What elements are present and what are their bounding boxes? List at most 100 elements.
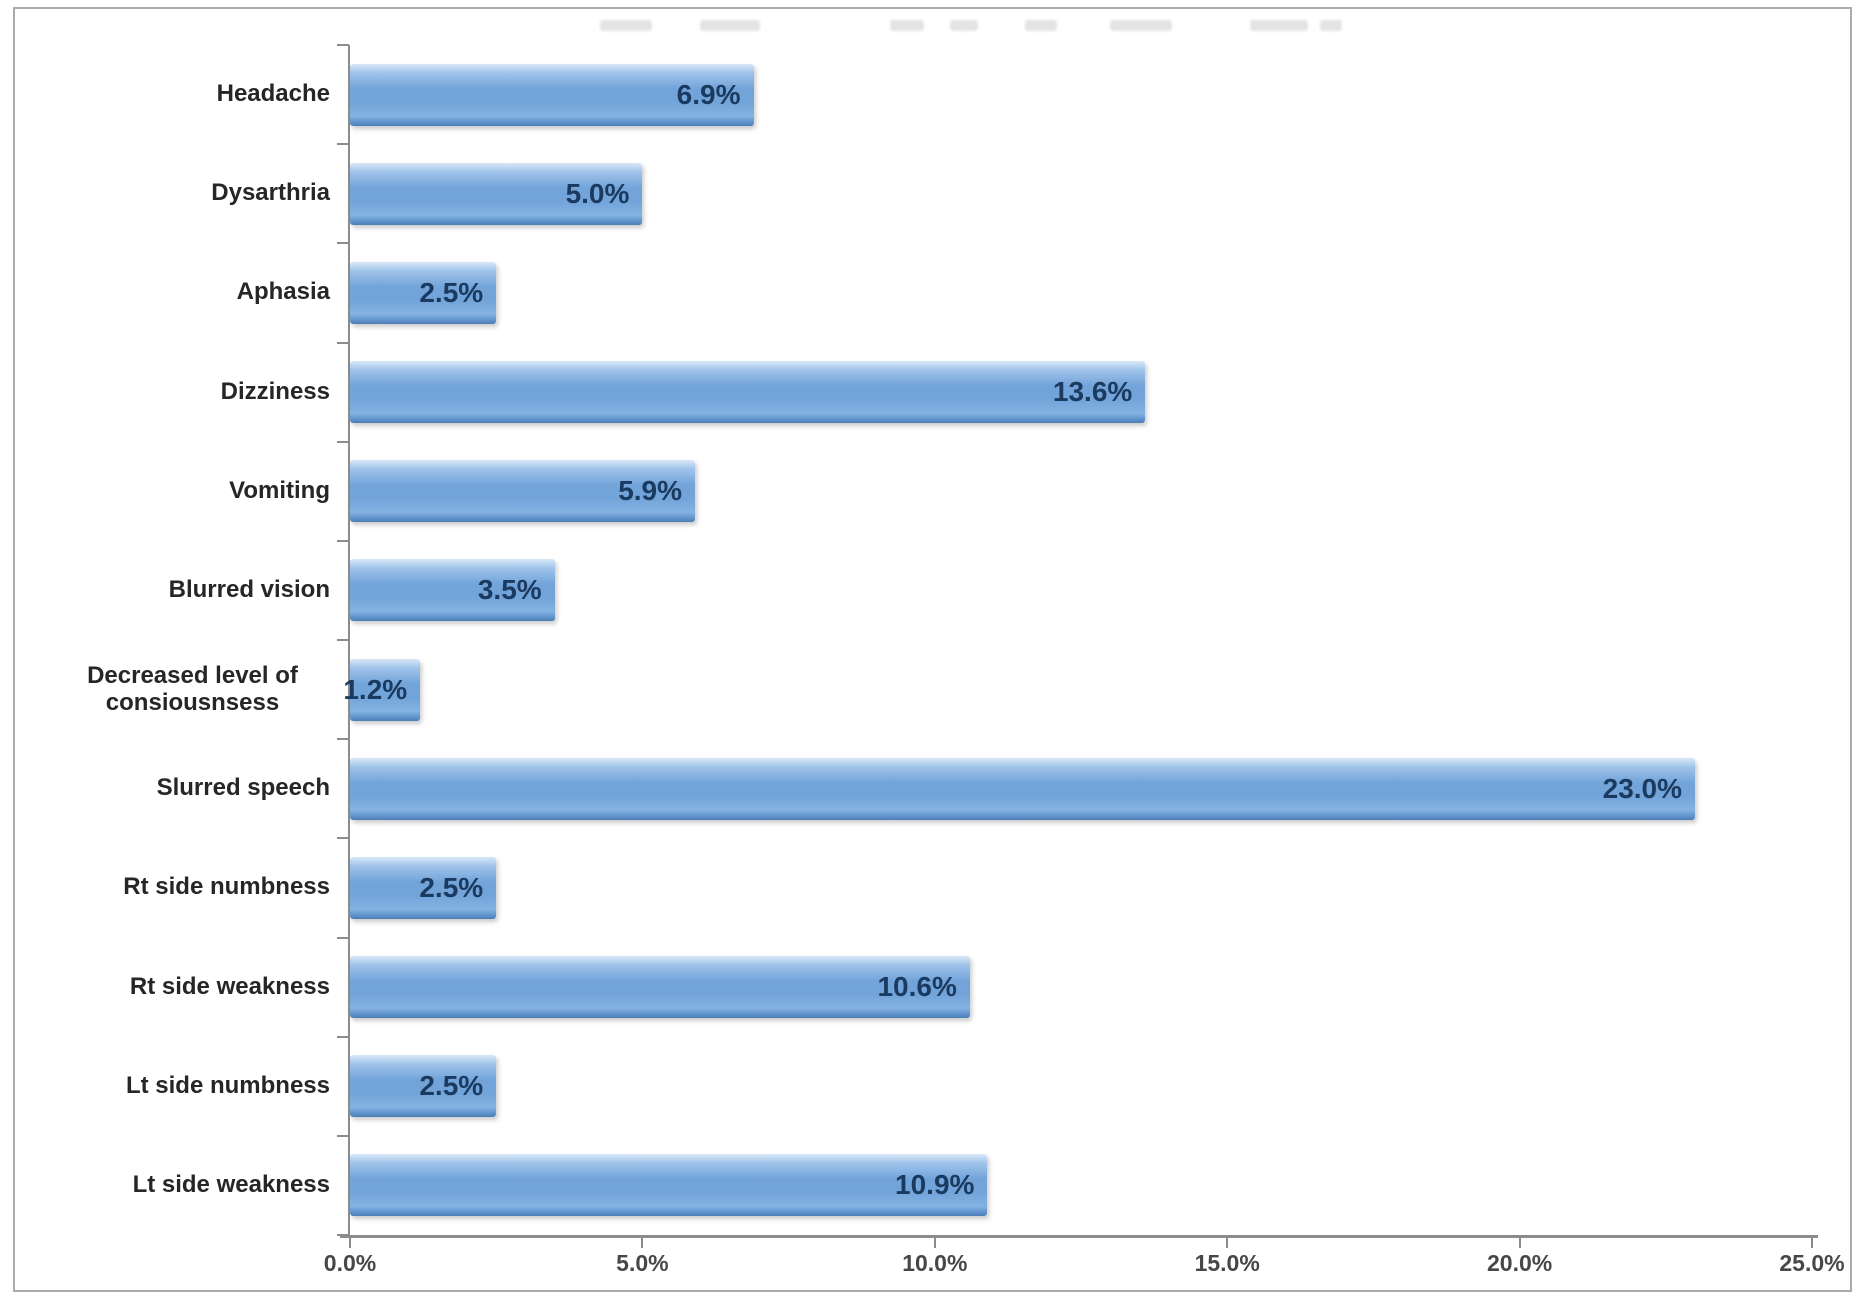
category-label-cell: Aphasia [55, 243, 330, 342]
bar: 2.5% [350, 1055, 497, 1118]
y-tick-mark [337, 1234, 349, 1236]
bar: 23.0% [350, 757, 1696, 820]
category-label: Aphasia [236, 278, 330, 306]
print-artifact [1320, 20, 1342, 31]
value-label: 5.9% [618, 475, 683, 507]
value-label: 10.9% [895, 1169, 975, 1201]
bar: 2.5% [350, 261, 497, 324]
y-tick-mark [337, 341, 349, 344]
value-label: 2.5% [419, 276, 484, 308]
bar-row: 1.2% [343, 640, 1812, 739]
category-label: Rt side numbness [123, 873, 330, 901]
bars-area: 6.9% 5.0% 2.5% 13.6% 5.9% 3.5% 1.2% 23. [343, 45, 1812, 1235]
category-label: Lt side numbness [125, 1071, 330, 1099]
category-label-cell: Vomiting [55, 442, 330, 541]
print-artifact [1110, 20, 1172, 31]
x-tick-mark [1811, 1237, 1813, 1248]
bar-row: 2.5% [350, 838, 1812, 937]
y-tick-mark [337, 1134, 349, 1137]
category-label: Vomiting [229, 476, 330, 504]
category-label: Decreased level of consiousnsess [87, 661, 298, 716]
value-label: 10.6% [877, 970, 957, 1002]
print-artifact [1250, 20, 1308, 31]
value-label: 3.5% [477, 574, 542, 606]
y-tick-mark [337, 242, 349, 245]
bar: 5.0% [350, 162, 643, 225]
category-label-cell: Headache [55, 45, 330, 144]
category-label-cell: Lt side numbness [55, 1037, 330, 1136]
value-label: 13.6% [1052, 376, 1133, 408]
x-tick-label: 20.0% [1486, 1250, 1553, 1276]
value-label: 6.9% [676, 78, 741, 110]
y-tick-mark [337, 44, 349, 46]
bar-row: 5.0% [350, 144, 1812, 243]
bar: 10.6% [350, 955, 970, 1018]
x-tick-label: 15.0% [1194, 1250, 1260, 1276]
y-axis-line [348, 45, 350, 1237]
category-label-cell: Dizziness [55, 342, 330, 441]
print-artifact [890, 20, 924, 31]
category-label: Dysarthria [211, 179, 330, 207]
category-label: Rt side weakness [129, 972, 330, 1000]
print-artifact [950, 20, 978, 31]
x-tick-label: 25.0% [1779, 1250, 1845, 1276]
y-tick-mark [337, 936, 349, 939]
value-label: 1.2% [343, 673, 408, 705]
category-label-cell: Rt side numbness [55, 838, 330, 937]
x-tick-mark [349, 1237, 351, 1248]
print-artifact [1025, 20, 1057, 31]
y-tick-mark [337, 639, 349, 641]
bar-row: 23.0% [350, 739, 1812, 838]
x-tick-mark [641, 1237, 644, 1248]
value-label: 2.5% [419, 871, 484, 903]
bar: 1.2% [343, 658, 421, 721]
top-print-artifacts [0, 18, 1866, 36]
x-tick-mark [1226, 1237, 1229, 1248]
bar: 3.5% [350, 559, 555, 622]
bar-row: 13.6% [350, 342, 1812, 441]
bar-row: 10.9% [350, 1136, 1812, 1235]
bar-row: 3.5% [350, 541, 1812, 640]
x-tick-label: 10.0% [902, 1250, 968, 1276]
bar: 5.9% [350, 460, 696, 523]
y-tick-mark [337, 738, 349, 741]
x-tick-mark [933, 1237, 936, 1248]
print-artifact [600, 20, 652, 31]
category-label-cell: Rt side weakness [55, 937, 330, 1036]
x-axis-tick-labels: 0.0% 5.0% 10.0% 15.0% 20.0% 25.0% [324, 1250, 1845, 1284]
category-label: Slurred speech [156, 774, 330, 802]
x-tick-mark [1518, 1237, 1521, 1248]
bar-row: 6.9% [350, 45, 1812, 144]
y-tick-mark [337, 1035, 349, 1038]
bar: 13.6% [350, 361, 1146, 424]
x-tick-label: 0.0% [323, 1250, 377, 1276]
category-label: Lt side weakness [132, 1170, 330, 1198]
bar-row: 10.6% [350, 937, 1812, 1036]
value-label: 2.5% [419, 1070, 484, 1102]
category-label-cell: Dysarthria [55, 144, 330, 243]
bar: 6.9% [350, 63, 754, 126]
bar-row: 2.5% [350, 243, 1812, 342]
category-label: Dizziness [220, 377, 330, 405]
value-label: 23.0% [1602, 772, 1683, 804]
category-label: Blurred vision [168, 575, 330, 603]
category-label: Headache [216, 80, 330, 108]
bar: 10.9% [350, 1154, 988, 1217]
bar-row: 2.5% [350, 1037, 1812, 1136]
category-label-cell: Decreased level of consiousnsess [55, 640, 330, 739]
y-tick-mark [337, 837, 349, 840]
y-tick-mark [337, 440, 349, 443]
x-tick-label: 5.0% [616, 1250, 669, 1276]
category-axis-labels: Headache Dysarthria Aphasia Dizziness Vo… [55, 45, 330, 1235]
y-tick-mark [337, 539, 349, 542]
bar-row: 5.9% [350, 442, 1812, 541]
bar: 2.5% [350, 856, 497, 919]
category-label-cell: Blurred vision [55, 541, 330, 640]
x-axis-line [340, 1235, 1818, 1238]
value-label: 5.0% [565, 177, 630, 209]
category-label-cell: Lt side weakness [55, 1136, 330, 1235]
print-artifact [700, 20, 760, 31]
chart-frame-border [13, 7, 1852, 1292]
category-label-cell: Slurred speech [55, 739, 330, 838]
